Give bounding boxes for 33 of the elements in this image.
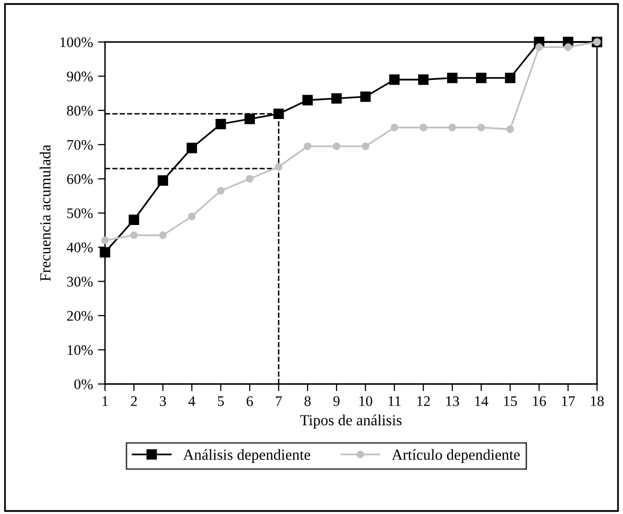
x-tick-label: 10 xyxy=(359,396,372,406)
x-tick-label: 1 xyxy=(102,396,108,406)
x-tick-label: 4 xyxy=(188,396,196,406)
x-tick-label: 18 xyxy=(590,396,604,406)
x-tick-label: 3 xyxy=(160,396,166,406)
y-tick-label: 0% xyxy=(74,379,93,390)
y-tick-label: 90% xyxy=(66,72,93,82)
y-tick-label: 80% xyxy=(67,106,93,116)
x-tick-label: 6 xyxy=(246,396,253,406)
x-tick-label: 2 xyxy=(130,396,137,406)
x-tick-label: 16 xyxy=(533,396,546,406)
y-tick-label: 70% xyxy=(67,140,93,150)
y-tick-label: 20% xyxy=(67,310,93,321)
x-tick-label: 11 xyxy=(388,396,401,406)
y-tick-label: 40% xyxy=(66,242,93,252)
x-tick-label: 9 xyxy=(333,396,340,406)
x-tick-label: 13 xyxy=(446,396,460,406)
x-tick-label: 5 xyxy=(218,396,224,406)
x-tick-label: 17 xyxy=(562,396,575,406)
x-axis-title: Tipos de análisis xyxy=(300,414,402,428)
x-tick-label: 15 xyxy=(504,396,517,406)
legend-label: Artículo dependiente xyxy=(392,449,520,463)
y-tick-label: 60% xyxy=(67,174,93,184)
x-tick-label: 8 xyxy=(304,396,311,406)
x-tick-label: 14 xyxy=(475,396,488,406)
y-tick-label: 100% xyxy=(60,37,93,48)
legend-label: Análisis dependiente xyxy=(183,449,310,463)
y-axis-title: Frecuencia acumulada xyxy=(40,144,51,282)
x-tick-label: 7 xyxy=(276,396,282,406)
x-tick-label: 12 xyxy=(417,396,430,406)
y-tick-label: 10% xyxy=(68,345,93,356)
y-tick-label: 50% xyxy=(67,208,93,218)
y-tick-label: 30% xyxy=(67,276,93,287)
